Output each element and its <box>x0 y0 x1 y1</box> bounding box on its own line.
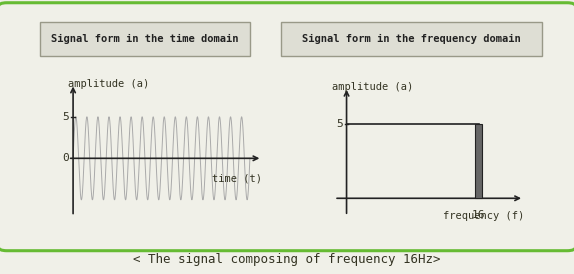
Text: amplitude (a): amplitude (a) <box>332 82 413 92</box>
Text: frequency (f): frequency (f) <box>443 211 524 221</box>
Text: Signal form in the time domain: Signal form in the time domain <box>51 34 239 44</box>
FancyBboxPatch shape <box>0 3 574 251</box>
Text: Signal form in the frequency domain: Signal form in the frequency domain <box>302 34 521 44</box>
Text: 16: 16 <box>472 210 486 220</box>
Text: 5: 5 <box>62 112 69 122</box>
FancyBboxPatch shape <box>40 22 250 56</box>
Text: < The signal composing of frequency 16Hz>: < The signal composing of frequency 16Hz… <box>133 253 441 266</box>
FancyBboxPatch shape <box>281 22 542 56</box>
Text: time (t): time (t) <box>212 173 262 183</box>
Text: 0: 0 <box>62 153 69 163</box>
Text: amplitude (a): amplitude (a) <box>68 79 149 89</box>
Bar <box>475 124 482 198</box>
Text: 5: 5 <box>336 119 343 129</box>
